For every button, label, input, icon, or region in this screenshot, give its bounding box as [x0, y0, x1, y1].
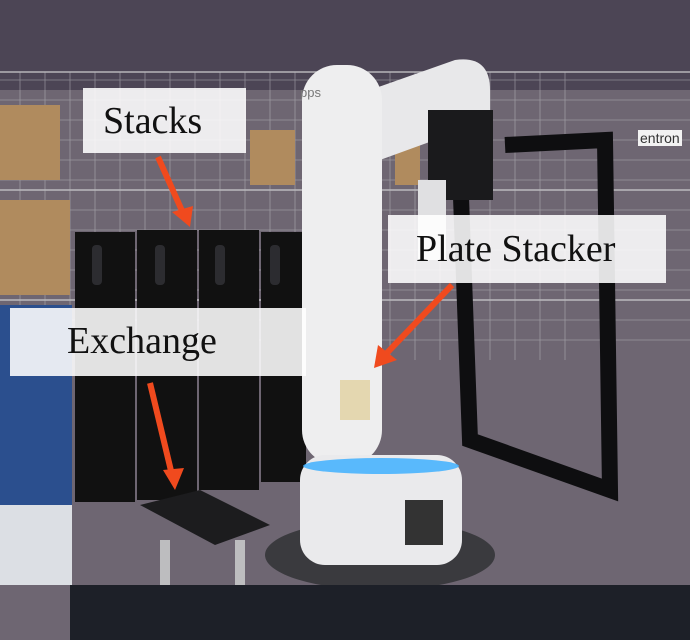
column-brand-text: pps	[300, 85, 321, 100]
arrow-stacks	[155, 155, 186, 215]
label-stacks: Stacks	[83, 88, 246, 153]
arrow-exchange	[147, 382, 175, 476]
label-exchange: Exchange	[10, 308, 306, 376]
arrow-plate-stacker	[382, 282, 455, 358]
bench	[70, 585, 690, 640]
stacker-column	[302, 65, 382, 465]
exchange-platform	[140, 490, 270, 545]
enclosure-frame	[452, 131, 619, 502]
robot-arm	[370, 59, 490, 160]
sign-text: entron	[638, 130, 682, 146]
arrows	[147, 155, 455, 490]
label-plate-stacker: Plate Stacker	[388, 215, 666, 283]
